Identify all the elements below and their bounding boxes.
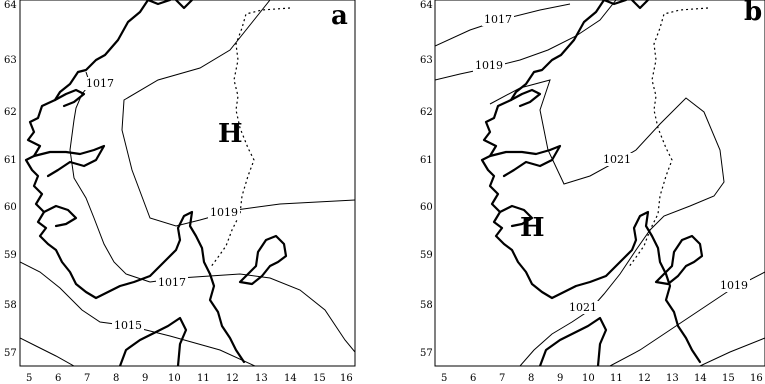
svg-text:58: 58 — [4, 300, 17, 311]
svg-text:13: 13 — [666, 373, 679, 384]
border-norway-sweden — [209, 7, 291, 269]
svg-text:14: 14 — [694, 373, 707, 384]
isobar-label-1019: 1019 — [210, 206, 238, 219]
svg-text:62: 62 — [420, 107, 433, 118]
svg-text:15: 15 — [313, 373, 326, 384]
svg-text:7: 7 — [84, 373, 90, 384]
lat-axis: 64 63 62 61 60 59 58 57 — [420, 0, 433, 359]
svg-text:59: 59 — [420, 250, 433, 261]
fjord-sogn — [488, 144, 562, 178]
svg-text:60: 60 — [420, 202, 433, 213]
lake-vanern — [238, 234, 288, 286]
panel-a: 1017 1019 1017 1015 H a 64 63 62 61 60 5… — [4, 0, 356, 384]
panel-letter: b — [744, 0, 762, 27]
isobar-1019-north — [435, 0, 617, 81]
isobar-1015 — [20, 261, 256, 366]
svg-text:12: 12 — [638, 373, 651, 384]
isobar-1017-se — [699, 337, 765, 366]
svg-text:5: 5 — [26, 373, 32, 384]
isobar-1013 — [20, 337, 75, 366]
isobar-label-1017-bottom: 1017 — [158, 276, 186, 289]
svg-text:61: 61 — [4, 155, 17, 166]
fjord-hardanger — [42, 204, 78, 228]
svg-text:60: 60 — [4, 202, 17, 213]
svg-text:10: 10 — [582, 373, 595, 384]
lake-vanern — [654, 234, 704, 286]
coastline-denmark — [538, 316, 608, 366]
svg-text:15: 15 — [722, 373, 735, 384]
isobar-1017-south — [149, 273, 355, 353]
coastline-norway — [480, 0, 668, 300]
panel-b: 1017 1019 1021 1021 1019 H b 64 63 62 61… — [420, 0, 765, 384]
coastline-sweden — [664, 272, 702, 364]
fjord-hardanger — [498, 204, 534, 228]
isobar-label-1015: 1015 — [114, 319, 142, 332]
coastline-norway — [24, 0, 212, 300]
svg-text:63: 63 — [4, 55, 17, 66]
coastline-sweden — [208, 272, 246, 364]
svg-text:11: 11 — [197, 373, 210, 384]
panel-a-frame — [19, 0, 356, 367]
svg-text:61: 61 — [420, 155, 433, 166]
isobar-label-1017-top: 1017 — [86, 77, 114, 90]
svg-text:8: 8 — [528, 373, 534, 384]
isobar-1019 — [121, 0, 355, 227]
panel-letter: a — [331, 1, 348, 31]
isobar-label-1021-top: 1021 — [603, 153, 631, 166]
fjord-sogn — [32, 144, 106, 178]
svg-text:64: 64 — [4, 0, 17, 11]
coast-north — [146, 0, 194, 10]
isobar-1017-west — [69, 71, 151, 283]
svg-text:6: 6 — [470, 373, 476, 384]
svg-text:16: 16 — [340, 373, 353, 384]
svg-text:5: 5 — [441, 373, 447, 384]
lon-axis: 5 6 7 8 9 10 11 12 13 14 15 16 — [26, 373, 353, 384]
high-pressure-label: H — [218, 119, 243, 149]
svg-text:57: 57 — [4, 348, 17, 359]
fjord-more — [509, 88, 542, 108]
svg-text:8: 8 — [113, 373, 119, 384]
svg-text:64: 64 — [420, 0, 433, 11]
fjord-more — [53, 88, 86, 108]
svg-text:12: 12 — [226, 373, 239, 384]
svg-text:13: 13 — [255, 373, 268, 384]
svg-text:14: 14 — [284, 373, 297, 384]
isobar-label-1019-top: 1019 — [475, 59, 503, 72]
isobar-label-1021-bottom: 1021 — [569, 301, 597, 314]
svg-text:59: 59 — [4, 250, 17, 261]
svg-text:6: 6 — [55, 373, 61, 384]
svg-text:9: 9 — [142, 373, 148, 384]
isobar-label-1017: 1017 — [484, 13, 512, 26]
lon-axis: 5 6 7 8 9 10 11 12 13 14 15 16 — [441, 373, 763, 384]
svg-text:7: 7 — [499, 373, 505, 384]
svg-text:57: 57 — [420, 348, 433, 359]
svg-text:9: 9 — [557, 373, 563, 384]
svg-text:10: 10 — [168, 373, 181, 384]
panel-b-frame — [434, 0, 765, 367]
coast-north — [602, 0, 650, 10]
svg-text:62: 62 — [4, 107, 17, 118]
isobar-label-1019-right: 1019 — [720, 279, 748, 292]
svg-text:58: 58 — [420, 300, 433, 311]
svg-text:16: 16 — [750, 373, 763, 384]
svg-text:63: 63 — [420, 55, 433, 66]
lat-axis: 64 63 62 61 60 59 58 57 — [4, 0, 17, 359]
svg-text:11: 11 — [610, 373, 623, 384]
high-pressure-label: H — [520, 213, 545, 243]
border-norway-sweden — [627, 7, 709, 269]
